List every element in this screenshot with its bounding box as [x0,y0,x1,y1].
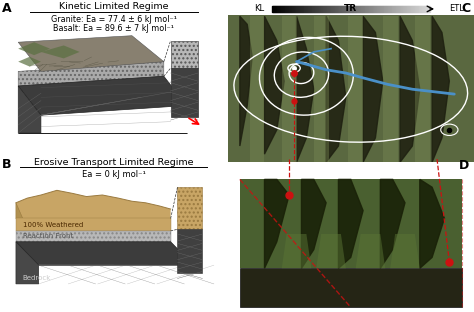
Polygon shape [18,42,50,55]
Text: Basalt: Ea = 89.6 ± 7 kJ mol⁻¹: Basalt: Ea = 89.6 ± 7 kJ mol⁻¹ [53,23,174,32]
Text: KL: KL [255,4,264,13]
Polygon shape [282,234,311,268]
Polygon shape [41,46,80,58]
Text: A: A [2,2,12,15]
Polygon shape [356,234,385,268]
Polygon shape [18,86,41,133]
Polygon shape [16,231,171,242]
Polygon shape [326,16,346,162]
Polygon shape [250,16,264,162]
Polygon shape [338,179,363,268]
Polygon shape [16,242,193,265]
Text: Kinetic Limited Regime: Kinetic Limited Regime [59,2,169,12]
Polygon shape [264,16,284,154]
Polygon shape [297,16,314,162]
Polygon shape [228,15,474,162]
Polygon shape [363,16,383,162]
Polygon shape [16,218,171,231]
Text: Reaction Front: Reaction Front [23,233,73,239]
Text: B: B [2,158,12,171]
Polygon shape [18,57,41,66]
Polygon shape [18,62,164,86]
Text: Granite: Ea = 77.4 ± 6 kJ mol⁻¹: Granite: Ea = 77.4 ± 6 kJ mol⁻¹ [51,15,177,24]
Polygon shape [177,187,202,229]
Polygon shape [240,268,462,307]
Polygon shape [18,76,187,115]
Polygon shape [171,68,198,117]
Text: Erosive Transport Limited Regime: Erosive Transport Limited Regime [34,158,193,167]
Polygon shape [432,16,449,162]
Text: TR: TR [344,4,357,13]
Text: Bedrock: Bedrock [23,275,51,281]
Polygon shape [420,179,445,268]
Polygon shape [316,234,346,268]
Polygon shape [240,16,252,146]
Text: ETL: ETL [449,4,464,13]
Polygon shape [390,234,420,268]
Polygon shape [18,36,164,71]
Text: C: C [461,2,470,15]
Polygon shape [380,179,405,268]
Polygon shape [348,16,363,162]
Polygon shape [314,16,328,162]
Polygon shape [16,242,39,284]
Polygon shape [240,179,462,268]
Polygon shape [171,41,198,68]
Polygon shape [177,229,202,273]
Polygon shape [282,16,297,162]
Text: Ea = 0 kJ mol⁻¹: Ea = 0 kJ mol⁻¹ [82,170,146,179]
Polygon shape [415,16,429,162]
Text: D: D [459,159,469,172]
Polygon shape [383,16,398,162]
Text: 100% Weathered: 100% Weathered [23,222,83,228]
Polygon shape [400,16,420,162]
Polygon shape [301,179,326,268]
Polygon shape [264,179,289,268]
Polygon shape [16,203,23,231]
